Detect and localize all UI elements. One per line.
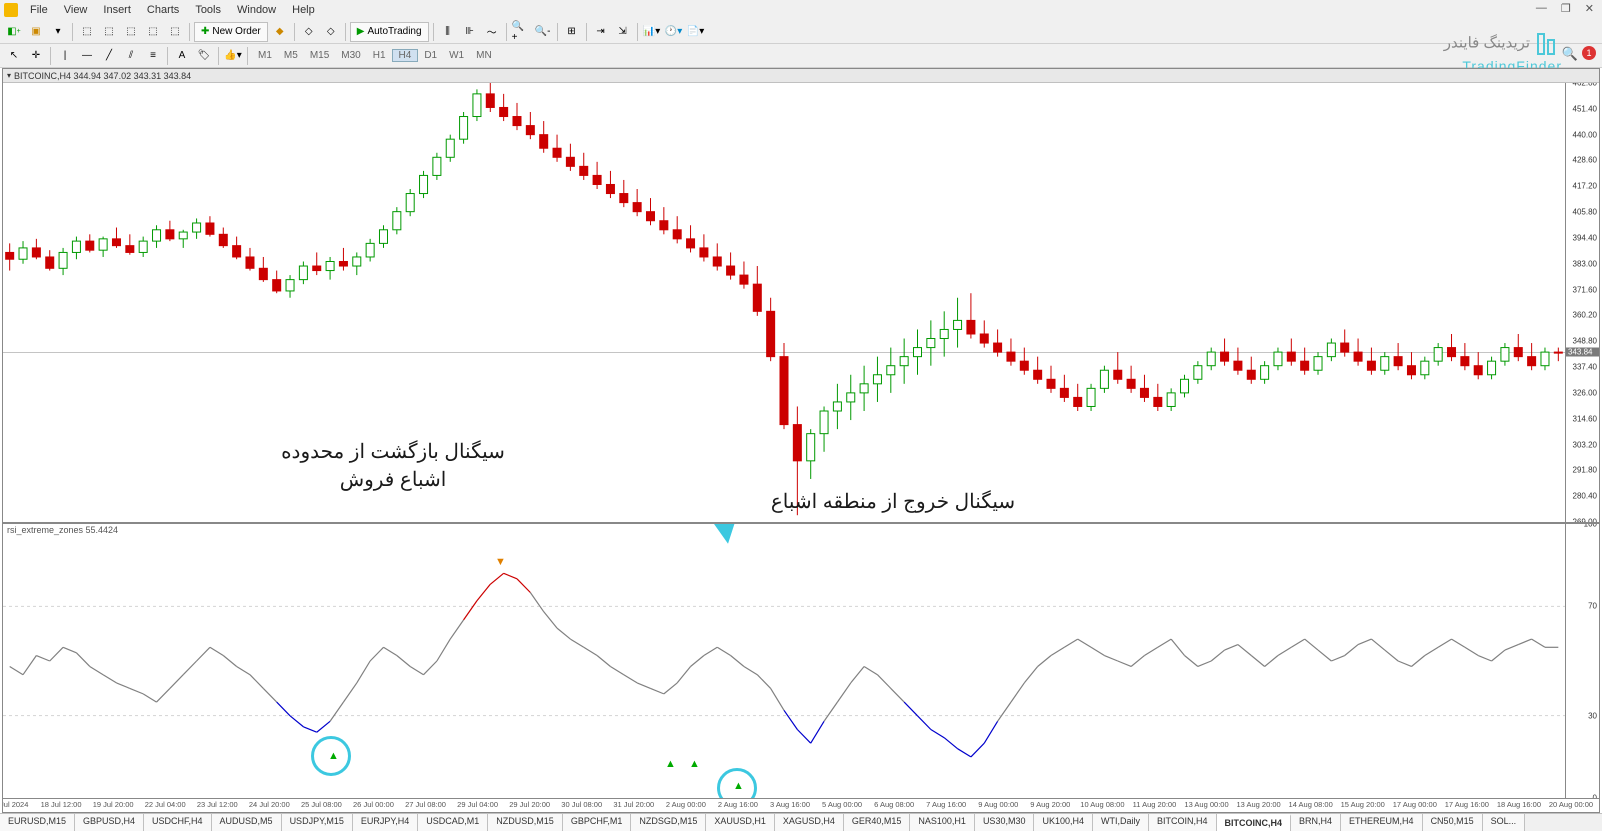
tab-NAS100-H1[interactable]: NAS100,H1 — [910, 814, 975, 831]
data-window-icon[interactable]: ⬚ — [99, 22, 119, 42]
dropdown-icon[interactable]: ▾ — [48, 22, 68, 42]
timeframe-M5[interactable]: M5 — [278, 50, 304, 61]
indicator-axis: 10070300 — [1565, 524, 1599, 798]
expert-icon[interactable]: ◇ — [299, 22, 319, 42]
meta-icon[interactable]: ◆ — [270, 22, 290, 42]
tile-icon[interactable]: ⊞ — [562, 22, 582, 42]
menu-help[interactable]: Help — [284, 2, 323, 18]
tab-XAUUSD-H1[interactable]: XAUUSD,H1 — [706, 814, 775, 831]
close-button[interactable]: ✕ — [1581, 2, 1598, 15]
menu-view[interactable]: View — [56, 2, 96, 18]
tab-SOL---[interactable]: SOL... — [1483, 814, 1526, 831]
tab-CN50-M15[interactable]: CN50,M15 — [1423, 814, 1483, 831]
signal-up-arrow: ▲ — [665, 758, 676, 770]
vline-icon[interactable]: | — [55, 46, 75, 66]
search-icon[interactable]: 🔍 — [1562, 46, 1578, 62]
tab-USDJPY-M15[interactable]: USDJPY,M15 — [282, 814, 353, 831]
main-chart[interactable]: 462.80451.40440.00428.60417.20405.80394.… — [3, 83, 1599, 524]
tab-EURJPY-H4[interactable]: EURJPY,H4 — [353, 814, 418, 831]
profiles-icon[interactable]: ▣ — [26, 22, 46, 42]
signal-down-arrow: ▼ — [495, 556, 506, 568]
line-chart-icon[interactable]: 〜 — [482, 22, 502, 42]
tab-GBPUSD-H4[interactable]: GBPUSD,H4 — [75, 814, 144, 831]
new-chart-icon[interactable]: ◧+ — [4, 22, 24, 42]
timeframe-W1[interactable]: W1 — [443, 50, 470, 61]
hline-icon[interactable]: — — [77, 46, 97, 66]
tab-NZDUSD-M15[interactable]: NZDUSD,M15 — [488, 814, 563, 831]
bar-chart-icon[interactable]: ⫼ — [438, 22, 458, 42]
annotation-text-2: سیگنال خروج از منطقه اشباع — [753, 488, 1033, 516]
terminal-icon[interactable]: ⬚ — [143, 22, 163, 42]
tab-USDCHF-H4[interactable]: USDCHF,H4 — [144, 814, 212, 831]
price-axis: 462.80451.40440.00428.60417.20405.80394.… — [1565, 83, 1599, 522]
navigator-icon[interactable]: ⬚ — [121, 22, 141, 42]
expert2-icon[interactable]: ◇ — [321, 22, 341, 42]
indicator-label: rsi_extreme_zones 55.4424 — [7, 525, 118, 535]
tab-XAGUSD-H4[interactable]: XAGUSD,H4 — [775, 814, 844, 831]
symbol-tabs: EURUSD,M15GBPUSD,H4USDCHF,H4AUDUSD,M5USD… — [0, 813, 1602, 831]
notification-badge[interactable]: 1 — [1582, 46, 1596, 60]
timeframe-MN[interactable]: MN — [470, 50, 498, 61]
tab-BRN-H4[interactable]: BRN,H4 — [1291, 814, 1341, 831]
timeframe-M1[interactable]: M1 — [252, 50, 278, 61]
maximize-button[interactable]: ❐ — [1557, 2, 1575, 15]
time-axis: 16 Jul 202418 Jul 12:0019 Jul 20:0022 Ju… — [3, 798, 1599, 812]
menu-insert[interactable]: Insert — [95, 2, 139, 18]
autotrading-button[interactable]: ▶AutoTrading — [350, 22, 429, 42]
signal-up-arrow: ▲ — [328, 750, 339, 762]
indicator-chart[interactable]: rsi_extreme_zones 55.4424 10070300 ▲ ▲ ▲… — [3, 524, 1599, 798]
strategy-tester-icon[interactable]: ⬚ — [165, 22, 185, 42]
main-toolbar: ◧+ ▣ ▾ ⬚ ⬚ ⬚ ⬚ ⬚ ✚New Order ◆ ◇ ◇ ▶AutoT… — [0, 20, 1602, 44]
menu-charts[interactable]: Charts — [139, 2, 187, 18]
indicators-icon[interactable]: 📊▾ — [642, 22, 662, 42]
app-icon — [4, 3, 18, 17]
text-icon[interactable]: A — [172, 46, 192, 66]
tab-BITCOINC-H4[interactable]: BITCOINC,H4 — [1217, 814, 1292, 831]
signal-up-arrow: ▲ — [733, 780, 744, 792]
channel-icon[interactable]: ⫽ — [121, 46, 141, 66]
menu-bar: FileViewInsertChartsToolsWindowHelp — ❐ … — [0, 0, 1602, 20]
crosshair-icon[interactable]: ✛ — [26, 46, 46, 66]
tab-USDCAD-M1[interactable]: USDCAD,M1 — [418, 814, 488, 831]
chart-header: ▾BITCOINC,H4 344.94 347.02 343.31 343.84 — [3, 69, 1599, 83]
timeframe-M15[interactable]: M15 — [304, 50, 335, 61]
menu-tools[interactable]: Tools — [187, 2, 229, 18]
new-order-button[interactable]: ✚New Order — [194, 22, 268, 42]
timeframe-D1[interactable]: D1 — [418, 50, 443, 61]
timeframe-H4[interactable]: H4 — [392, 49, 419, 62]
periods-icon[interactable]: 🕐▾ — [664, 22, 684, 42]
menu-window[interactable]: Window — [229, 2, 284, 18]
tab-US30-M30[interactable]: US30,M30 — [975, 814, 1035, 831]
templates-icon[interactable]: 📄▾ — [686, 22, 706, 42]
cursor-icon[interactable]: ↖ — [4, 46, 24, 66]
tab-NZDSGD-M15[interactable]: NZDSGD,M15 — [631, 814, 706, 831]
candle-chart-icon[interactable]: ⊪ — [460, 22, 480, 42]
autoscroll-icon[interactable]: ⇲ — [613, 22, 633, 42]
tab-UK100-H4[interactable]: UK100,H4 — [1034, 814, 1093, 831]
timeframe-M30[interactable]: M30 — [335, 50, 366, 61]
zoom-in-icon[interactable]: 🔍+ — [511, 22, 531, 42]
market-watch-icon[interactable]: ⬚ — [77, 22, 97, 42]
timeframe-H1[interactable]: H1 — [367, 50, 392, 61]
tab-BITCOIN-H4[interactable]: BITCOIN,H4 — [1149, 814, 1217, 831]
tab-WTI-Daily[interactable]: WTI,Daily — [1093, 814, 1149, 831]
minimize-button[interactable]: — — [1532, 2, 1551, 15]
thumbs-icon[interactable]: 👍▾ — [223, 46, 243, 66]
annotation-text-1: سیگنال بازگشت از محدودهاشباع فروش — [243, 438, 543, 494]
window-controls: — ❐ ✕ — [1532, 2, 1598, 15]
label-icon[interactable]: 🏷 — [194, 46, 214, 66]
drawing-toolbar: ↖ ✛ | — ╱ ⫽ ≡ A 🏷 👍▾ M1M5M15M30H1H4D1W1M… — [0, 44, 1602, 68]
chart-container: ▾BITCOINC,H4 344.94 347.02 343.31 343.84… — [2, 68, 1600, 813]
tab-ETHEREUM-H4[interactable]: ETHEREUM,H4 — [1341, 814, 1423, 831]
menu-file[interactable]: File — [22, 2, 56, 18]
trendline-icon[interactable]: ╱ — [99, 46, 119, 66]
tab-GER40-M15[interactable]: GER40,M15 — [844, 814, 911, 831]
tab-GBPCHF-M1[interactable]: GBPCHF,M1 — [563, 814, 632, 831]
tab-EURUSD-M15[interactable]: EURUSD,M15 — [0, 814, 75, 831]
tab-AUDUSD-M5[interactable]: AUDUSD,M5 — [212, 814, 282, 831]
fibo-icon[interactable]: ≡ — [143, 46, 163, 66]
signal-up-arrow: ▲ — [689, 758, 700, 770]
zoom-out-icon[interactable]: 🔍- — [533, 22, 553, 42]
shift-icon[interactable]: ⇥ — [591, 22, 611, 42]
